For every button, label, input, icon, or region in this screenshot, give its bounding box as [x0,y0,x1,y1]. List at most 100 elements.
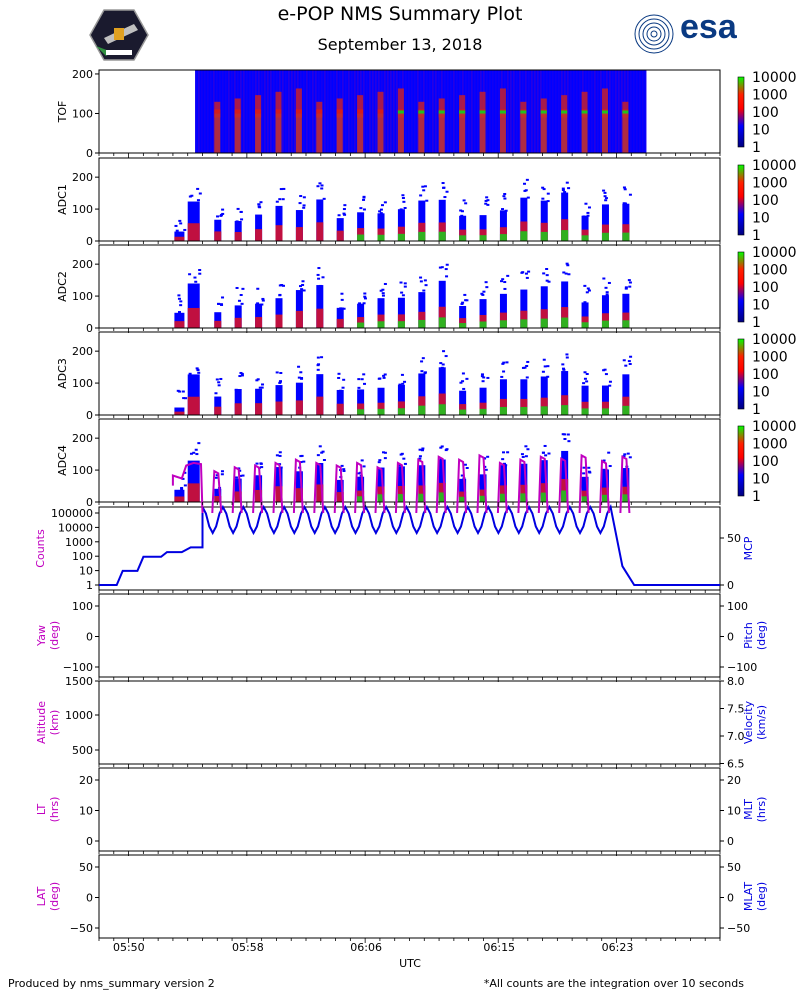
adc-speck [337,372,341,375]
adc-speck [567,273,571,276]
x-axis-label: UTC [399,957,421,970]
adc-speck [379,289,383,292]
adc-column [357,303,365,328]
adc-column-core [214,496,222,502]
tof-stripe [519,70,521,153]
adc-speck [189,452,193,455]
adc-column-core [255,317,263,328]
adc-speck [563,433,567,436]
adc-speck [257,203,261,206]
adc-column-green [357,322,365,328]
adc-column-green [581,408,589,415]
adc-speck [179,300,183,303]
adc-speck [180,488,184,491]
y-tick-label: 100 [72,203,93,216]
adc-speck [363,292,367,295]
adc-speck [359,207,363,210]
tof-stripe [327,70,329,153]
adc-speck [444,268,448,271]
adc-speck [582,472,586,475]
adc-speck [194,280,198,283]
adc-speck [504,464,508,467]
adc-speck [545,279,549,282]
adc-speck [340,298,344,301]
adc-speck [541,370,545,373]
adc-speck [481,380,485,383]
adc-column-core [255,403,263,415]
adc-speck [445,275,449,278]
adc-speck [485,196,489,199]
tof-column [479,113,486,153]
adc-column-green [459,323,467,328]
adc-speck [542,272,546,275]
y-axis-label-right: Pitch(deg) [742,621,768,650]
adc-speck [480,375,484,378]
tof-stripe [417,70,419,153]
adc-column-core [336,230,344,241]
adc-column [540,376,548,415]
page-title: e-POP NMS Summary Plot [277,3,523,25]
y-tick-label: 50 [79,861,93,874]
tof-stripe [393,70,395,153]
adc-column-core [255,489,263,502]
y-axis-label: ADC2 [56,271,69,302]
adc-speck [501,208,505,211]
adc-column-core [520,221,528,241]
adc-column [601,295,609,328]
adc-speck [546,192,550,195]
tof-stripe [465,70,467,153]
y-tick-label: 100 [72,377,93,390]
adc-speck [403,282,407,285]
adc-column-core [174,496,185,502]
tof-band-green [561,110,568,115]
adc-speck [484,468,488,471]
adc-speck [217,384,221,387]
tof-stripe [612,70,614,153]
adc-speck [486,199,490,202]
tof-stripe [372,70,374,153]
adc-speck [299,461,303,464]
adc-column [234,305,242,328]
adc-column [418,465,426,502]
tof-band [255,95,262,114]
adc-speck [624,286,628,289]
colorbar-tick-label: 1000 [752,437,788,453]
adc-speck [362,196,366,199]
adc-column [601,469,609,502]
tof-band-green [479,110,486,115]
tof-stripe [333,70,335,153]
adc-speck [440,366,444,369]
adc-speck [622,186,626,189]
adc-speck [565,181,569,184]
adc-speck [320,451,324,454]
adc-speck [198,272,202,275]
adc-speck [378,377,382,380]
adc-speck [523,366,527,369]
adc-speck [215,474,219,477]
tof-stripe [351,70,353,153]
adc-speck [195,453,199,456]
adc-column-green [459,409,467,415]
adc-speck [399,281,403,284]
adc-speck [421,449,425,452]
adc-speck [604,199,608,202]
adc-speck [363,295,367,298]
adc-speck [439,362,443,365]
adc-column-green [581,322,589,328]
adc-speck [379,208,383,211]
adc-speck [461,380,465,383]
tof-stripe [426,70,428,153]
y-tick-label-right: 0 [727,835,734,848]
tof-stripe [387,70,389,153]
tof-band [275,91,282,114]
y-tick-label-right: 50 [727,861,741,874]
y-tick-label: 0 [86,147,93,160]
adc-column-core [295,227,303,241]
adc-column [499,379,507,415]
adc-speck [484,199,488,202]
adc-speck [220,303,224,306]
adc-column-core [459,318,467,328]
adc-speck [256,302,260,305]
adc-speck [318,284,322,287]
